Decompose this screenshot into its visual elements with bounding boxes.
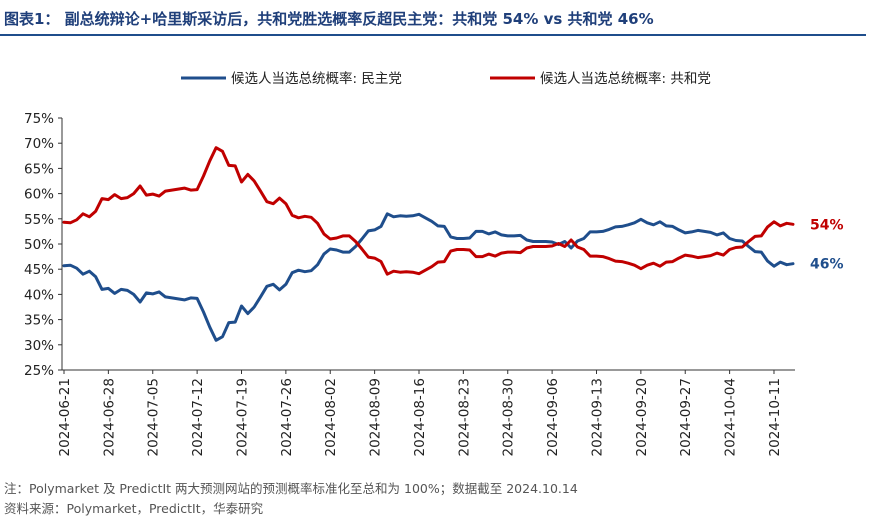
y-axis: 25% 30% 35% 40% 45% 50% 55% 60% 65% 70% 75% — [24, 111, 63, 379]
x-tick-label: 2024-08-16 — [412, 378, 428, 456]
x-tick-label: 2024-07-05 — [146, 378, 162, 456]
series-lines — [62, 146, 795, 342]
x-tick-label: 2024-08-09 — [368, 378, 384, 456]
y-tick-label: 55% — [24, 212, 54, 228]
y-tick-label: 35% — [24, 313, 54, 329]
x-tick-label: 2024-08-23 — [456, 378, 472, 456]
chart-area: 候选人当选总统概率: 民主党 候选人当选总统概率: 共和党 25% 30% 35% 40… — [0, 36, 870, 468]
x-tick-label: 2024-10-04 — [723, 378, 739, 456]
x-tick-label: 2024-08-30 — [501, 378, 517, 456]
end-label-dem: 46% — [810, 257, 844, 273]
legend-label: 候选人当选总统概率: 共和党 — [540, 70, 711, 87]
legend: 候选人当选总统概率: 民主党 候选人当选总统概率: 共和党 — [181, 70, 711, 87]
figure-title: 图表1： 副总统辩论+哈里斯采访后，共和党胜选概率反超民主党：共和党 54% v… — [4, 10, 654, 28]
x-axis: 2024-06-21 2024-06-28 2024-07-05 2024-07-12… — [57, 369, 795, 456]
x-tick-label: 2024-07-12 — [190, 378, 206, 456]
x-tick-label: 2024-09-06 — [545, 378, 561, 456]
legend-label: 候选人当选总统概率: 民主党 — [231, 70, 402, 87]
x-tick-label: 2024-08-02 — [323, 378, 339, 456]
x-tick-label: 2024-07-26 — [279, 378, 295, 456]
x-tick-label: 2024-10-11 — [767, 378, 783, 456]
series-line-dem — [62, 212, 795, 342]
y-tick-label: 30% — [24, 338, 54, 354]
x-tick-label: 2024-07-19 — [234, 378, 250, 456]
y-tick-label: 25% — [24, 363, 54, 379]
y-tick-label: 40% — [24, 287, 54, 303]
x-tick-label: 2024-09-20 — [634, 378, 650, 456]
title-bar: 图表1： 副总统辩论+哈里斯采访后，共和党胜选概率反超民主党：共和党 54% v… — [0, 0, 866, 36]
y-tick-label: 70% — [24, 136, 54, 152]
y-tick-label: 45% — [24, 262, 54, 278]
y-tick-label: 75% — [24, 111, 54, 127]
source-note: 资料来源：Polymarket，PredictIt，华泰研究 — [4, 501, 264, 516]
x-tick-label: 2024-06-21 — [57, 378, 73, 456]
end-label-rep: 54% — [810, 217, 844, 233]
y-tick-label: 50% — [24, 237, 54, 253]
line-chart: 候选人当选总统概率: 民主党 候选人当选总统概率: 共和党 25% 30% 35% 40… — [24, 70, 844, 456]
x-tick-label: 2024-09-13 — [589, 378, 605, 456]
y-tick-label: 60% — [24, 187, 54, 203]
end-labels: 46% 54% — [810, 217, 844, 272]
x-tick-label: 2024-09-27 — [678, 378, 694, 456]
footnote: 注：Polymarket 及 PredictIt 两大预测网站的预测概率标准化至… — [4, 481, 578, 496]
x-tick-label: 2024-06-28 — [101, 378, 117, 456]
series-line-rep — [62, 146, 795, 276]
y-tick-label: 65% — [24, 161, 54, 177]
